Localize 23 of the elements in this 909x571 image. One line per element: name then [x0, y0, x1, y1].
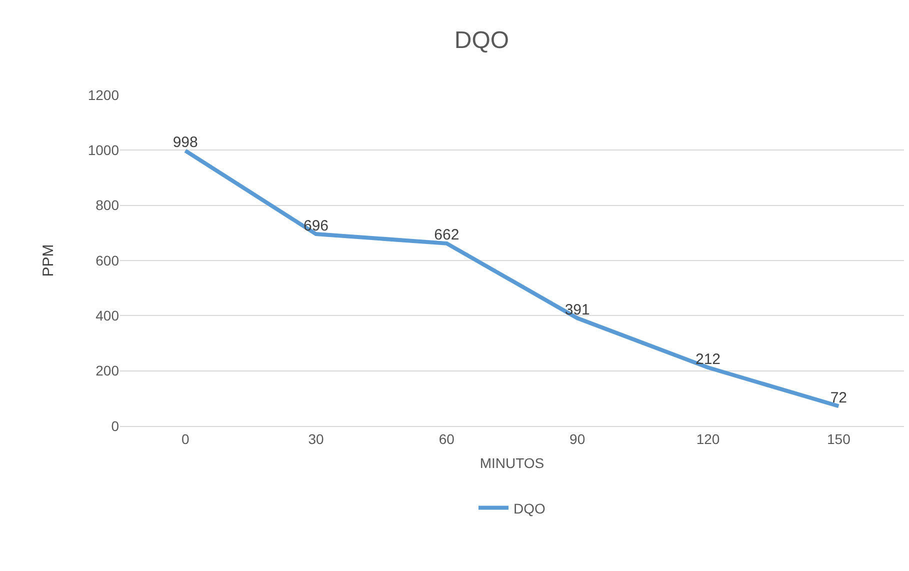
y-tick-label: 0	[111, 418, 120, 434]
y-tick-label: 400	[96, 308, 120, 324]
chart-title: DQO	[454, 27, 510, 54]
data-label: 998	[172, 134, 198, 151]
data-label: 391	[564, 301, 590, 318]
x-tick-label: 60	[438, 430, 455, 447]
data-label: 72	[830, 389, 848, 406]
data-label: 212	[695, 350, 721, 368]
data-label: 662	[434, 226, 460, 244]
x-tick-label: 120	[696, 430, 720, 447]
y-tick-label: 200	[96, 362, 120, 379]
y-axis-title: PPM	[40, 244, 58, 277]
x-tick-label: 90	[570, 430, 586, 447]
x-tick-label: 30	[308, 430, 324, 447]
y-tick-label: 1000	[88, 142, 120, 158]
legend-label: DQO	[514, 500, 546, 516]
x-tick-label: 150	[826, 430, 851, 447]
x-tick-label: 0	[181, 430, 190, 447]
data-label: 696	[303, 217, 329, 234]
y-tick-label: 800	[96, 197, 120, 214]
y-tick-label: 600	[96, 252, 120, 268]
x-axis-title: MINUTOS	[480, 455, 544, 472]
y-tick-label: 1200	[88, 86, 120, 103]
